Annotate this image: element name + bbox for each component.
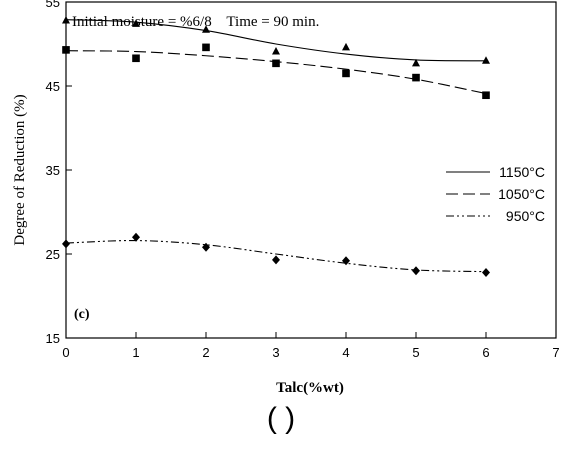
data-point-diamond — [342, 256, 350, 266]
data-point-square — [482, 91, 490, 100]
legend: 1150°C 1050°C 950°C — [446, 164, 545, 224]
data-point-triangle — [412, 58, 420, 67]
data-point-square — [62, 46, 70, 54]
y-tick-label: 35 — [46, 163, 60, 178]
y-tick-label: 25 — [46, 247, 60, 262]
data-point-triangle — [132, 19, 140, 27]
degree-of-reduction-chart: Initial moisture = %6/8 Time = 90 min. (… — [12, 0, 560, 396]
series-0 — [62, 15, 490, 67]
figure-caption: ( ) — [266, 402, 296, 435]
legend-label: 1150°C — [499, 164, 545, 180]
data-point-triangle — [202, 25, 210, 33]
y-tick-label: 45 — [46, 79, 60, 94]
panel-label: (c) — [74, 307, 90, 322]
x-axis-label: Talc(%wt) — [276, 380, 344, 396]
data-point-square — [412, 73, 420, 82]
data-point-triangle — [62, 15, 70, 24]
data-point-triangle — [482, 56, 490, 64]
x-axis-ticks: 0 1 2 3 4 5 6 7 — [62, 332, 560, 360]
series-2 — [62, 232, 490, 277]
data-point-diamond — [482, 267, 490, 277]
series-fit-line — [65, 50, 487, 95]
plot-frame — [65, 1, 557, 339]
data-point-square — [202, 43, 210, 52]
y-axis-label: Degree of Reduction (%) — [12, 94, 28, 245]
series-1 — [62, 43, 490, 100]
x-tick-label: 3 — [272, 345, 279, 360]
data-point-diamond — [412, 266, 420, 276]
data-point-square — [132, 54, 140, 63]
data-point-triangle — [272, 47, 280, 55]
x-tick-label: 5 — [412, 345, 419, 360]
x-tick-label: 6 — [482, 345, 489, 360]
data-point-diamond — [272, 255, 280, 265]
x-tick-label: 1 — [132, 345, 139, 360]
y-tick-label: 55 — [46, 0, 60, 10]
data-point-diamond — [132, 232, 140, 242]
data-point-diamond — [62, 239, 70, 249]
legend-label: 950°C — [506, 208, 545, 224]
x-tick-label: 0 — [62, 345, 69, 360]
series-layer — [62, 15, 490, 277]
x-tick-label: 2 — [202, 345, 209, 360]
x-tick-label: 4 — [342, 345, 349, 360]
y-tick-label: 15 — [46, 331, 60, 346]
data-point-triangle — [342, 42, 350, 51]
data-point-square — [342, 69, 350, 78]
data-point-square — [272, 59, 280, 68]
y-axis-ticks: 15 25 35 45 55 — [46, 0, 72, 346]
data-point-diamond — [202, 242, 210, 252]
chart-annotation: Initial moisture = %6/8 Time = 90 min. — [72, 14, 319, 30]
x-tick-label: 7 — [552, 345, 559, 360]
legend-label: 1050°C — [498, 186, 545, 202]
